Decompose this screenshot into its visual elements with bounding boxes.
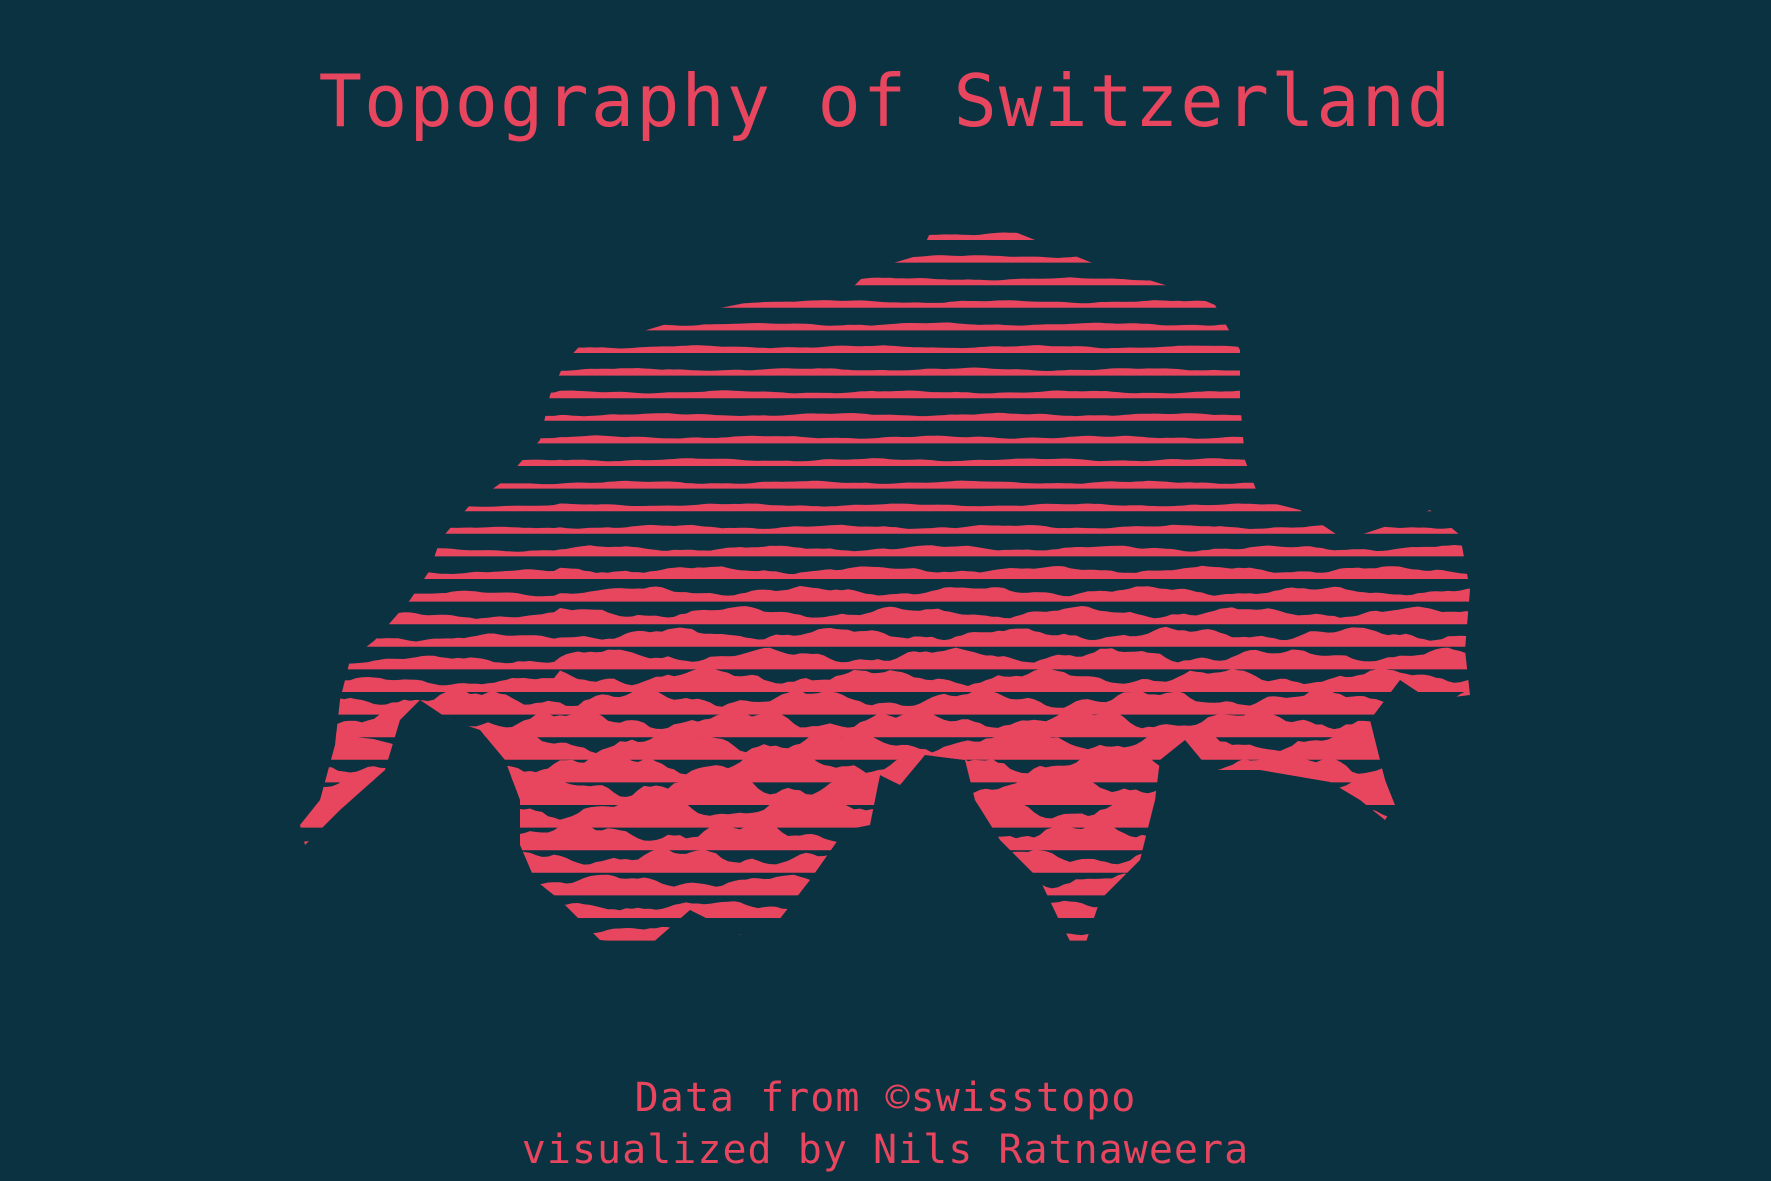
map-title: Topography of Switzerland: [318, 59, 1453, 143]
elevation-ridgeline: [300, 254, 1470, 263]
elevation-ridgeline: [300, 586, 1470, 602]
data-source-credit: Data from ©swisstopo: [634, 1075, 1137, 1121]
elevation-ridgeline: [300, 503, 1470, 512]
elevation-ridgeline: [300, 480, 1470, 489]
elevation-ridgeline: [300, 412, 1470, 421]
elevation-ridgeline: [300, 606, 1470, 625]
credits: Data from ©swisstopo visualized by Nils …: [0, 1072, 1771, 1176]
author-credit: visualized by Nils Ratnaweera: [521, 1127, 1250, 1173]
elevation-ridgeline: [300, 795, 1470, 828]
elevation-ridgeline: [300, 277, 1470, 286]
elevation-ridgeline: [300, 458, 1470, 466]
elevation-ridgeline: [300, 299, 1470, 308]
elevation-ridgeline: [300, 231, 1470, 240]
elevation-ridgeline: [300, 667, 1470, 692]
elevation-ridgeline: [300, 565, 1470, 579]
elevation-ridgeline: [300, 626, 1470, 647]
elevation-ridgeline: [300, 688, 1470, 715]
elevation-ridgeline: [300, 367, 1470, 376]
elevation-ridgeline: [300, 435, 1470, 444]
elevation-ridgeline: [300, 819, 1470, 851]
elevation-ridgeline: [300, 524, 1470, 534]
elevation-ridgeline: [300, 709, 1470, 738]
elevation-ridgeline: [300, 345, 1470, 353]
elevation-ridgeline: [300, 322, 1470, 331]
elevation-ridgeline: [300, 390, 1470, 399]
elevation-ridgeline: [300, 872, 1470, 896]
elevation-ridgeline: [300, 846, 1470, 873]
ridgelines: [300, 231, 1470, 941]
elevation-ridgeline: [300, 926, 1470, 941]
elevation-ridgeline: [300, 899, 1470, 918]
elevation-ridgeline: [300, 647, 1470, 670]
elevation-ridgeline: [300, 545, 1470, 557]
